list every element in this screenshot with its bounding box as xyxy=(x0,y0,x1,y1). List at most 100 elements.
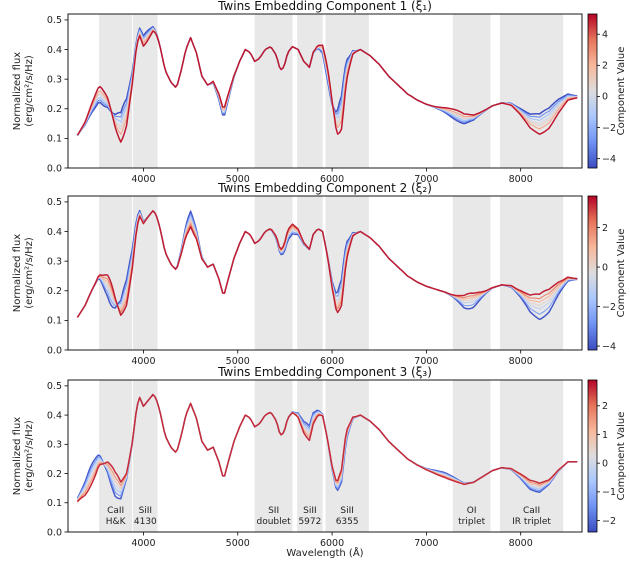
feature-band xyxy=(499,14,564,168)
y-tick-label: 0.0 xyxy=(47,527,62,538)
feature-band xyxy=(452,14,491,168)
y-tick-label: 0.5 xyxy=(47,381,62,392)
feature-band xyxy=(499,380,564,532)
feature-band xyxy=(99,380,133,532)
feature-label-line: CaII xyxy=(107,506,124,516)
panel-3: 0.0 0.1 0.2 0.3 0.4 0.5 4000 5000 6000 7000 8000 Tw… xyxy=(12,365,627,549)
colorbar-title: Component Value xyxy=(616,412,627,501)
colorbar-tick-label: −2 xyxy=(602,302,616,313)
feature-label-line: OI xyxy=(467,506,477,516)
feature-label: CaII IR triplet xyxy=(512,506,551,527)
x-tick-label: 4000 xyxy=(131,356,155,367)
colorbar-tick-label: −4 xyxy=(602,154,616,165)
colorbar-tick-label: 0 xyxy=(602,262,608,273)
x-tick-label: 8000 xyxy=(509,538,533,549)
colorbar-tick-label: −2 xyxy=(602,123,616,134)
feature-band xyxy=(325,14,369,168)
x-axis-title: Wavelength (Å) xyxy=(286,546,363,559)
y-tick-label: 0.2 xyxy=(47,104,62,115)
feature-band xyxy=(254,196,293,350)
series-line xyxy=(76,30,578,143)
y-tick-label: 0.2 xyxy=(47,286,62,297)
panel-title: Twins Embedding Component 2 (ξ₂) xyxy=(217,181,432,195)
feature-band xyxy=(325,196,369,350)
feature-label: SiII 6355 xyxy=(336,506,359,527)
panel-title: Twins Embedding Component 3 (ξ₃) xyxy=(217,365,432,379)
colorbar-tick-label: 2 xyxy=(602,401,608,412)
y-axis-title: Normalized flux(erg/cm²/s/Hz) xyxy=(12,417,35,496)
colorbar-tick-label: −1 xyxy=(602,487,616,498)
y-tick-label: 0.4 xyxy=(47,410,62,421)
y-axis-title-line1: Normalized flux xyxy=(12,52,23,131)
y-tick-label: 0.3 xyxy=(47,256,62,267)
x-tick-label: 7000 xyxy=(414,356,438,367)
feature-label-line: SiII xyxy=(139,506,153,516)
feature-band xyxy=(297,196,323,350)
y-axis-title-line2: (erg/cm²/s/Hz) xyxy=(24,420,35,492)
y-axis-title-line2: (erg/cm²/s/Hz) xyxy=(24,55,35,127)
y-tick-label: 0.5 xyxy=(47,15,62,26)
axes-frame xyxy=(67,379,583,533)
series-line xyxy=(76,393,578,503)
x-tick-label: 8000 xyxy=(509,174,533,185)
y-tick-label: 0.0 xyxy=(47,345,62,356)
feature-label-line: 5972 xyxy=(298,517,321,527)
panel-1: 0.0 0.1 0.2 0.3 0.4 0.5 4000 5000 6000 7000 8000 Tw… xyxy=(12,0,627,185)
feature-label-line: doublet xyxy=(256,517,291,527)
feature-label-line: H&K xyxy=(106,517,127,527)
x-tick-label: 5000 xyxy=(226,356,250,367)
colorbar xyxy=(587,195,598,351)
y-tick-label: 0.4 xyxy=(47,45,62,56)
y-tick-label: 0.5 xyxy=(47,197,62,208)
y-tick-label: 0.1 xyxy=(47,498,62,509)
y-axis-title-line2: (erg/cm²/s/Hz) xyxy=(24,237,35,309)
colorbar-tick-label: 1 xyxy=(602,430,608,441)
colorbar-title: Component Value xyxy=(616,229,627,318)
feature-band xyxy=(254,14,293,168)
x-tick-label: 6000 xyxy=(320,174,344,185)
x-tick-label: 6000 xyxy=(320,356,344,367)
feature-label-line: IR triplet xyxy=(512,517,551,527)
colorbar-tick-label: 0 xyxy=(602,92,608,103)
y-tick-label: 0.2 xyxy=(47,469,62,480)
x-tick-label: 7000 xyxy=(414,538,438,549)
colorbar-tick-label: 2 xyxy=(602,223,608,234)
feature-label: SiII 5972 xyxy=(298,506,321,527)
feature-band xyxy=(499,196,564,350)
series-group xyxy=(76,209,578,321)
colorbar-tick-label: −2 xyxy=(602,516,616,527)
feature-label: OI triplet xyxy=(458,506,485,527)
feature-band xyxy=(99,196,133,350)
colorbar-tick-label: 4 xyxy=(602,30,608,41)
y-tick-label: 0.1 xyxy=(47,134,62,145)
colorbar-title: Component Value xyxy=(616,47,627,136)
feature-label-line: 6355 xyxy=(336,517,359,527)
y-axis-title-line1: Normalized flux xyxy=(12,417,23,496)
x-tick-label: 7000 xyxy=(414,174,438,185)
series-line xyxy=(76,210,578,318)
x-tick-label: 5000 xyxy=(226,174,250,185)
colorbar-tick-label: −4 xyxy=(602,341,616,352)
axes-frame xyxy=(67,13,583,169)
y-tick-label: 0.1 xyxy=(47,316,62,327)
y-tick-label: 0.0 xyxy=(47,163,62,174)
colorbar xyxy=(587,379,598,533)
feature-label: SiII 4130 xyxy=(134,506,157,527)
feature-label-line: SiII xyxy=(340,506,354,516)
colorbar-tick-label: 2 xyxy=(602,61,608,72)
feature-label-line: SII xyxy=(268,506,279,516)
x-tick-label: 8000 xyxy=(509,356,533,367)
feature-band xyxy=(325,380,369,532)
x-tick-label: 5000 xyxy=(226,538,250,549)
y-tick-label: 0.3 xyxy=(47,74,62,85)
feature-band xyxy=(452,380,491,532)
y-axis-title: Normalized flux(erg/cm²/s/Hz) xyxy=(12,52,35,131)
feature-label: CaII H&K xyxy=(106,506,127,527)
feature-band xyxy=(297,14,323,168)
feature-label-line: 4130 xyxy=(134,517,157,527)
feature-label-line: CaII xyxy=(523,506,540,516)
y-axis-title-line1: Normalized flux xyxy=(12,234,23,313)
panel-2: 0.0 0.1 0.2 0.3 0.4 0.5 4000 5000 6000 7000 8000 Tw… xyxy=(12,181,627,367)
feature-label: SII doublet xyxy=(256,506,291,527)
